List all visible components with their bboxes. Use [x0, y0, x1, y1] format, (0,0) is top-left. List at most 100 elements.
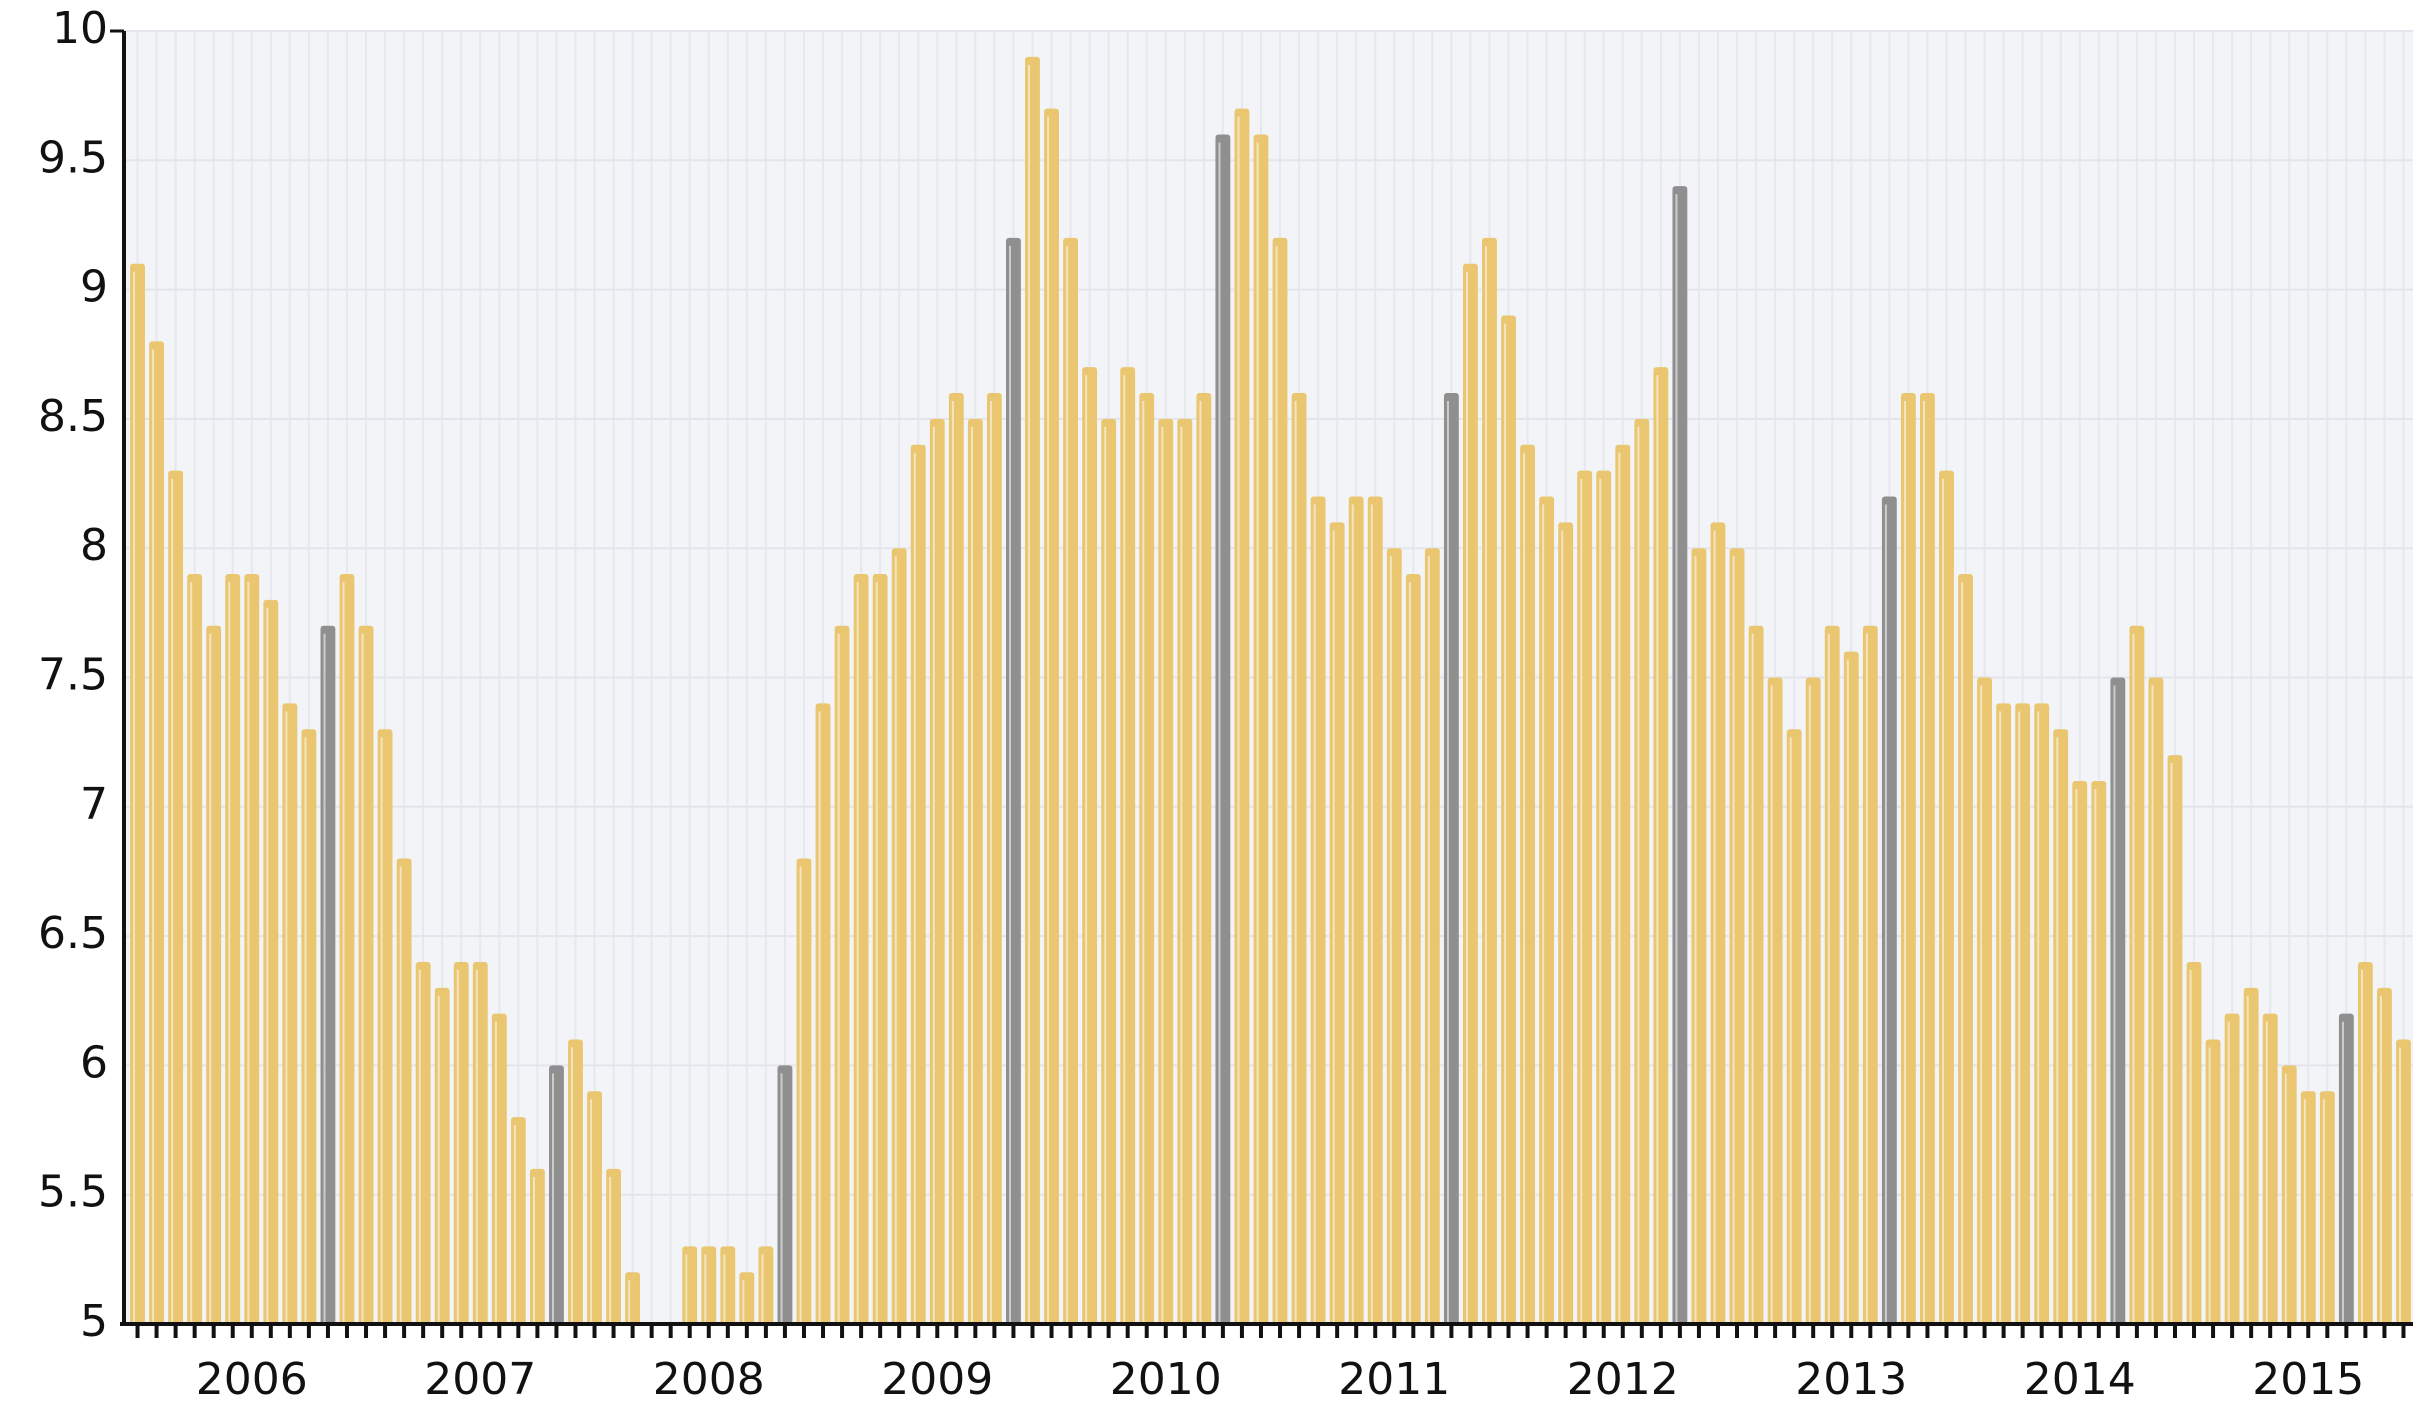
bar: [1634, 418, 1650, 1324]
bar: [1177, 418, 1193, 1324]
bar: [682, 1246, 698, 1324]
bar: [1196, 393, 1212, 1324]
bar: [1748, 625, 1764, 1324]
bar: [396, 858, 412, 1324]
bar: [1215, 134, 1231, 1325]
y-tick-label: 9: [80, 262, 108, 313]
bar: [2148, 677, 2164, 1324]
bar: [187, 574, 203, 1324]
bar: [529, 1168, 545, 1324]
bar: [2186, 961, 2202, 1324]
y-tick-label: 10: [52, 3, 108, 54]
bar: [2319, 1091, 2335, 1324]
bar: [168, 470, 184, 1324]
bar: [2091, 780, 2107, 1324]
bar: [1025, 56, 1040, 1325]
bar: [1900, 393, 1916, 1324]
y-tick-label: 5.5: [38, 1167, 108, 1218]
bar: [1367, 496, 1383, 1325]
bar: [929, 418, 945, 1324]
y-tick-label: 8.5: [38, 391, 108, 442]
bar: [2015, 703, 2031, 1324]
bar: [491, 1013, 507, 1324]
bar: [206, 625, 222, 1324]
bar: [2053, 729, 2069, 1324]
y-tick-label: 9.5: [38, 132, 108, 183]
bar: [2262, 1013, 2278, 1324]
bar: [1253, 134, 1269, 1325]
bar: [796, 858, 812, 1324]
bar: [2129, 625, 2145, 1324]
bar: [606, 1168, 621, 1324]
bar: [815, 703, 831, 1324]
bar: [1691, 548, 1707, 1324]
bar: [263, 599, 279, 1324]
bar: [1424, 548, 1440, 1324]
bar: [149, 341, 164, 1324]
bar: [701, 1246, 717, 1324]
x-tick-label: 2011: [1338, 1354, 1450, 1405]
bar: [1843, 651, 1859, 1324]
bar: [1329, 522, 1345, 1324]
bar: [1272, 237, 1288, 1324]
bar: [2396, 1039, 2411, 1324]
bar: [2072, 780, 2088, 1324]
bar: [130, 263, 145, 1324]
bar: [853, 574, 869, 1324]
bar: [2281, 1065, 2297, 1324]
bar: [434, 987, 450, 1324]
x-tick-label: 2012: [1567, 1354, 1679, 1405]
y-tick-label: 6.5: [38, 908, 108, 959]
bar: [2243, 987, 2259, 1324]
bar: [1348, 496, 1364, 1325]
bar: [1996, 703, 2012, 1324]
bar: [1520, 444, 1535, 1324]
x-tick-label: 2009: [881, 1354, 993, 1405]
bar: [2224, 1013, 2240, 1324]
bar: [2167, 755, 2183, 1324]
bar: [1958, 574, 1973, 1324]
bar: [1824, 625, 1840, 1324]
bar: [1786, 729, 1802, 1324]
bar: [1082, 367, 1098, 1324]
y-tick-label: 6: [80, 1037, 108, 1088]
bar: [1234, 108, 1250, 1325]
y-tick-label: 7.5: [38, 650, 108, 701]
bar: [1158, 418, 1174, 1324]
bar: [2034, 703, 2050, 1324]
x-tick-label: 2015: [2252, 1354, 2364, 1405]
y-tick-label: 7: [80, 779, 108, 830]
bar: [986, 393, 1002, 1324]
bar: [1767, 677, 1783, 1324]
bar: [1044, 108, 1059, 1325]
bar: [1310, 496, 1326, 1325]
bar: [891, 548, 907, 1324]
bar: [720, 1246, 736, 1324]
bar: [358, 625, 374, 1324]
bar: [549, 1065, 564, 1324]
x-tick-label: 2008: [653, 1354, 765, 1405]
x-tick-label: 2013: [1795, 1354, 1907, 1405]
bar: [1291, 393, 1307, 1324]
bar: [2377, 987, 2392, 1324]
bar: [1672, 186, 1688, 1324]
bar: [1710, 522, 1726, 1324]
bar: [1006, 237, 1021, 1324]
bar: [2338, 1013, 2354, 1324]
bar: [1386, 548, 1402, 1324]
bar: [1120, 367, 1136, 1324]
bar: [1405, 574, 1421, 1324]
bar: [1977, 677, 1992, 1324]
bar: [910, 444, 926, 1324]
bar: [1920, 393, 1935, 1324]
bar: [1501, 315, 1516, 1325]
bar: [1596, 470, 1612, 1324]
bar: [1101, 418, 1117, 1324]
bar: [1539, 496, 1555, 1325]
bar: [587, 1091, 602, 1324]
bar: [625, 1272, 641, 1324]
bar: [1139, 393, 1155, 1324]
bar: [1482, 237, 1497, 1324]
bar: [1653, 367, 1669, 1324]
y-tick-label: 5: [80, 1296, 108, 1347]
